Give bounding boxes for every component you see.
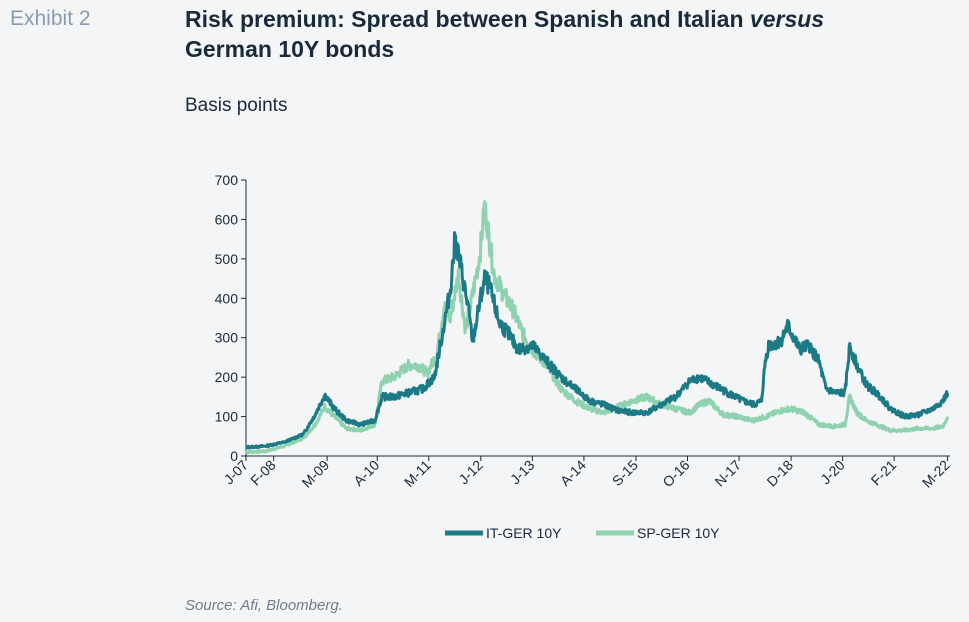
y-tick: 500 [215, 251, 246, 267]
x-tick-label: D-18 [763, 457, 796, 490]
x-tick: D-18 [763, 456, 796, 490]
x-tick-label: J-12 [455, 457, 486, 488]
x-tick: M-22 [919, 456, 953, 491]
x-tick: S-15 [609, 456, 641, 489]
series-it-ger-line [245, 231, 950, 450]
y-tick-label: 200 [215, 369, 239, 385]
chart-title: Risk premium: Spread between Spanish and… [185, 4, 955, 64]
x-tick-label: M-09 [298, 457, 332, 491]
source-note: Source: Afi, Bloomberg. [185, 597, 343, 614]
chart-subtitle: Basis points [185, 95, 288, 116]
x-tick-label: S-15 [609, 457, 641, 489]
x-tick-label: M-22 [919, 457, 953, 491]
x-tick: J-12 [455, 456, 486, 487]
title-end: German 10Y bonds [185, 36, 395, 62]
x-tick: F-21 [868, 456, 900, 489]
y-tick: 300 [215, 330, 246, 346]
x-tick-label: J-07 [221, 457, 252, 488]
y-tick: 700 [215, 172, 246, 188]
x-tick-label: F-08 [247, 457, 279, 489]
x-tick-label: O-16 [659, 457, 692, 490]
y-tick-label: 500 [215, 251, 239, 267]
y-tick-label: 100 [215, 409, 239, 425]
series-layer [245, 200, 950, 455]
y-tick-label: 400 [215, 290, 239, 306]
y-tick-label: 700 [215, 172, 239, 188]
y-tick: 0 [230, 448, 246, 464]
title-main: Risk premium: Spread between Spanish and… [185, 6, 750, 32]
x-tick: M-11 [401, 456, 434, 490]
y-tick: 200 [215, 369, 246, 385]
x-tick-label: J-20 [817, 457, 848, 488]
x-tick-label: F-21 [868, 457, 900, 489]
title-italic: versus [749, 6, 825, 32]
legend: IT-GER 10Y SP-GER 10Y [445, 525, 720, 541]
legend-label-sp: SP-GER 10Y [637, 525, 720, 541]
x-tick: F-08 [247, 456, 279, 488]
x-tick: M-09 [298, 456, 332, 491]
y-tick: 400 [215, 290, 246, 306]
x-tick-label: M-11 [401, 457, 434, 490]
x-tick-label: A-10 [350, 457, 382, 489]
y-tick-label: 600 [215, 211, 239, 227]
exhibit-label: Exhibit 2 [10, 7, 91, 30]
x-tick: J-20 [817, 456, 848, 487]
y-tick: 600 [215, 211, 246, 227]
x-tick: A-10 [350, 456, 383, 489]
x-tick: J-07 [221, 456, 252, 488]
x-tick-label: N-17 [711, 457, 744, 490]
x-tick-label: J-13 [507, 457, 538, 488]
x-tick: A-14 [557, 456, 589, 489]
x-tick: J-13 [507, 456, 538, 487]
x-tick-label: A-14 [557, 457, 589, 489]
x-tick: O-16 [659, 456, 693, 490]
y-tick-label: 300 [215, 330, 239, 346]
legend-label-it: IT-GER 10Y [486, 525, 562, 541]
y-tick: 100 [215, 409, 246, 425]
series-sp-ger-line [245, 200, 950, 455]
x-tick: N-17 [711, 456, 744, 490]
y-tick-label: 0 [230, 448, 238, 464]
axes: 0 100 200 300 400 500 600 700 J-07F-08 M-09 A-10 M-… [215, 172, 953, 491]
